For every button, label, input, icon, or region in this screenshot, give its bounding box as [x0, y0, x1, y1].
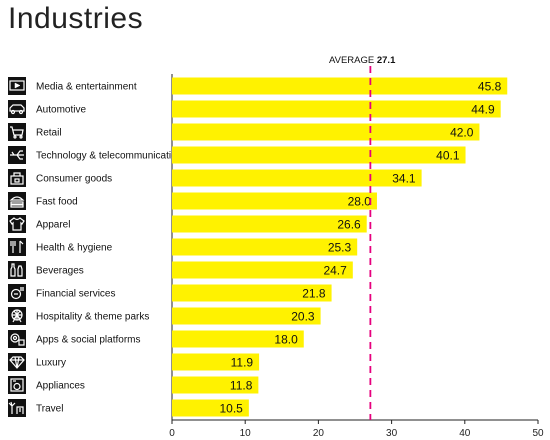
value-label: 25.3 [328, 241, 352, 255]
bar [172, 146, 466, 164]
coins-icon [10, 287, 24, 300]
bar [172, 353, 260, 371]
washing-machine-icon [10, 378, 24, 392]
value-label: 11.8 [230, 379, 253, 393]
icon-box [8, 284, 26, 302]
bar [172, 238, 358, 256]
icon-box [8, 376, 26, 394]
average-label: AVERAGE 27.1 [329, 55, 396, 66]
value-label: 40.1 [436, 149, 460, 163]
bar [172, 399, 249, 417]
app-icons-icon [10, 333, 25, 346]
category-label: Travel [36, 404, 63, 415]
icon-box [8, 100, 26, 118]
bar [172, 192, 377, 210]
value-label: 21.8 [302, 287, 326, 301]
category-label: Apps & social platforms [36, 335, 141, 346]
category-label: Apparel [36, 220, 70, 231]
icon-box [8, 169, 26, 187]
value-label: 44.9 [471, 103, 495, 117]
page-title: Industries [8, 2, 144, 35]
x-tick-label: 30 [386, 428, 398, 439]
diamond-icon [9, 356, 25, 369]
bar [172, 307, 321, 325]
value-label: 34.1 [392, 172, 416, 186]
x-tick-label: 20 [313, 428, 325, 439]
value-label: 26.6 [337, 218, 361, 232]
bar [172, 284, 332, 302]
category-label: Automotive [36, 105, 86, 116]
value-label: 42.0 [450, 126, 474, 140]
x-tick-label: 10 [240, 428, 252, 439]
value-label: 45.8 [478, 80, 502, 94]
bar [172, 261, 353, 279]
car-icon [9, 104, 25, 115]
category-label: Retail [36, 128, 62, 139]
value-label: 10.5 [220, 402, 244, 416]
usb-plug-icon [10, 150, 24, 160]
shopping-bag-icon [10, 172, 24, 185]
bar [172, 376, 259, 394]
value-label: 28.0 [348, 195, 372, 209]
bar [172, 100, 501, 118]
palm-tree-icon [8, 401, 24, 414]
category-label: Media & entertainment [36, 82, 137, 93]
category-label: Beverages [36, 266, 84, 277]
bar [172, 77, 508, 95]
x-tick-label: 40 [459, 428, 471, 439]
bar [172, 169, 422, 187]
category-label: Hospitality & theme parks [36, 312, 149, 323]
category-label: Luxury [36, 358, 66, 369]
bottles-icon [10, 263, 23, 277]
icon-box [8, 238, 26, 256]
value-label: 20.3 [291, 310, 315, 324]
burger-icon [9, 196, 25, 208]
bar [172, 215, 367, 233]
tshirt-icon [9, 217, 25, 231]
icon-box [8, 123, 26, 141]
media-screen-icon [9, 80, 25, 91]
ferris-wheel-icon [11, 309, 23, 323]
bar [172, 330, 304, 348]
x-tick-label: 0 [169, 428, 175, 439]
category-label: Consumer goods [36, 174, 112, 185]
category-label: Technology & telecommunications [36, 151, 187, 162]
x-tick-label: 50 [532, 428, 544, 439]
category-label: Health & hygiene [36, 243, 113, 254]
toothbrush-icon [10, 240, 24, 253]
category-label: Fast food [36, 197, 78, 208]
bar [172, 123, 480, 141]
value-label: 11.9 [231, 356, 254, 370]
shopping-cart-icon [10, 126, 24, 139]
category-label: Financial services [36, 289, 115, 300]
value-label: 24.7 [323, 264, 347, 278]
category-label: Appliances [36, 381, 85, 392]
value-label: 18.0 [274, 333, 298, 347]
